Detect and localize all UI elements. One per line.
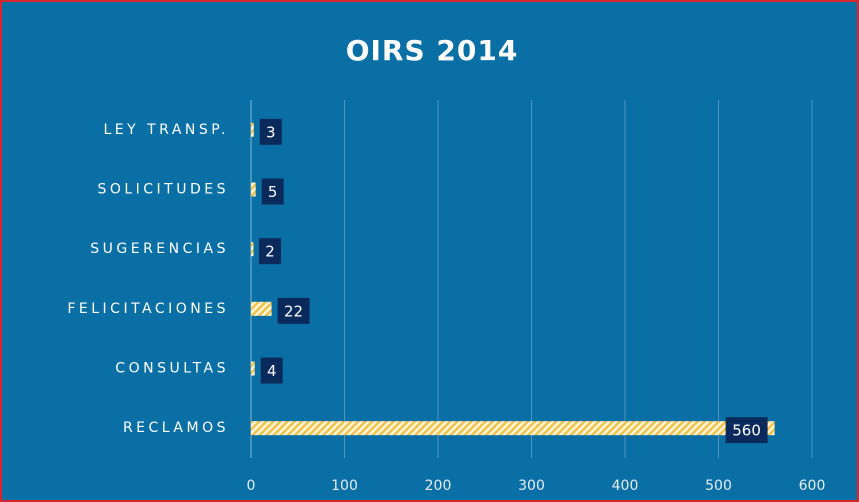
y-tick-label: RECLAMOS bbox=[123, 420, 229, 436]
data-label-box bbox=[260, 357, 283, 384]
y-tick-label: SOLICITUDES bbox=[97, 182, 229, 198]
data-label-box bbox=[261, 178, 284, 205]
data-label-box bbox=[259, 118, 282, 145]
bar bbox=[251, 122, 254, 137]
x-tick-label: 0 bbox=[247, 478, 256, 494]
data-label: 4 bbox=[267, 362, 277, 380]
y-tick-label: LEY TRANSP. bbox=[103, 122, 229, 138]
bar bbox=[251, 242, 254, 257]
data-label: 3 bbox=[266, 123, 276, 141]
x-tick-label: 600 bbox=[799, 478, 826, 494]
chart-title: OIRS 2014 bbox=[346, 34, 519, 67]
bar bbox=[251, 421, 775, 436]
bar bbox=[251, 301, 272, 316]
x-tick-label: 300 bbox=[518, 478, 545, 494]
data-label-box bbox=[277, 297, 310, 324]
data-label: 22 bbox=[284, 302, 303, 320]
x-tick-label: 100 bbox=[331, 478, 358, 494]
x-tick-label: 400 bbox=[612, 478, 639, 494]
x-tick-label: 200 bbox=[425, 478, 452, 494]
data-label: 2 bbox=[265, 243, 275, 261]
y-tick-label: SUGERENCIAS bbox=[90, 241, 229, 257]
data-label-box bbox=[725, 417, 768, 444]
y-tick-label: FELICITACIONES bbox=[67, 301, 229, 317]
data-label-box bbox=[259, 238, 281, 265]
y-tick-label: CONSULTAS bbox=[115, 361, 229, 377]
bar bbox=[251, 182, 256, 197]
bar bbox=[251, 361, 255, 376]
x-tick-label: 500 bbox=[705, 478, 732, 494]
data-label: 5 bbox=[268, 183, 278, 201]
data-label: 560 bbox=[732, 422, 761, 440]
